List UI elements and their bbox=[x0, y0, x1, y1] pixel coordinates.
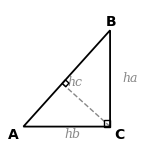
Text: A: A bbox=[8, 128, 19, 142]
Text: C: C bbox=[115, 128, 125, 142]
Text: B: B bbox=[106, 15, 117, 29]
Text: ha: ha bbox=[122, 72, 138, 85]
Text: hb: hb bbox=[64, 128, 80, 141]
Text: hc: hc bbox=[68, 76, 83, 89]
